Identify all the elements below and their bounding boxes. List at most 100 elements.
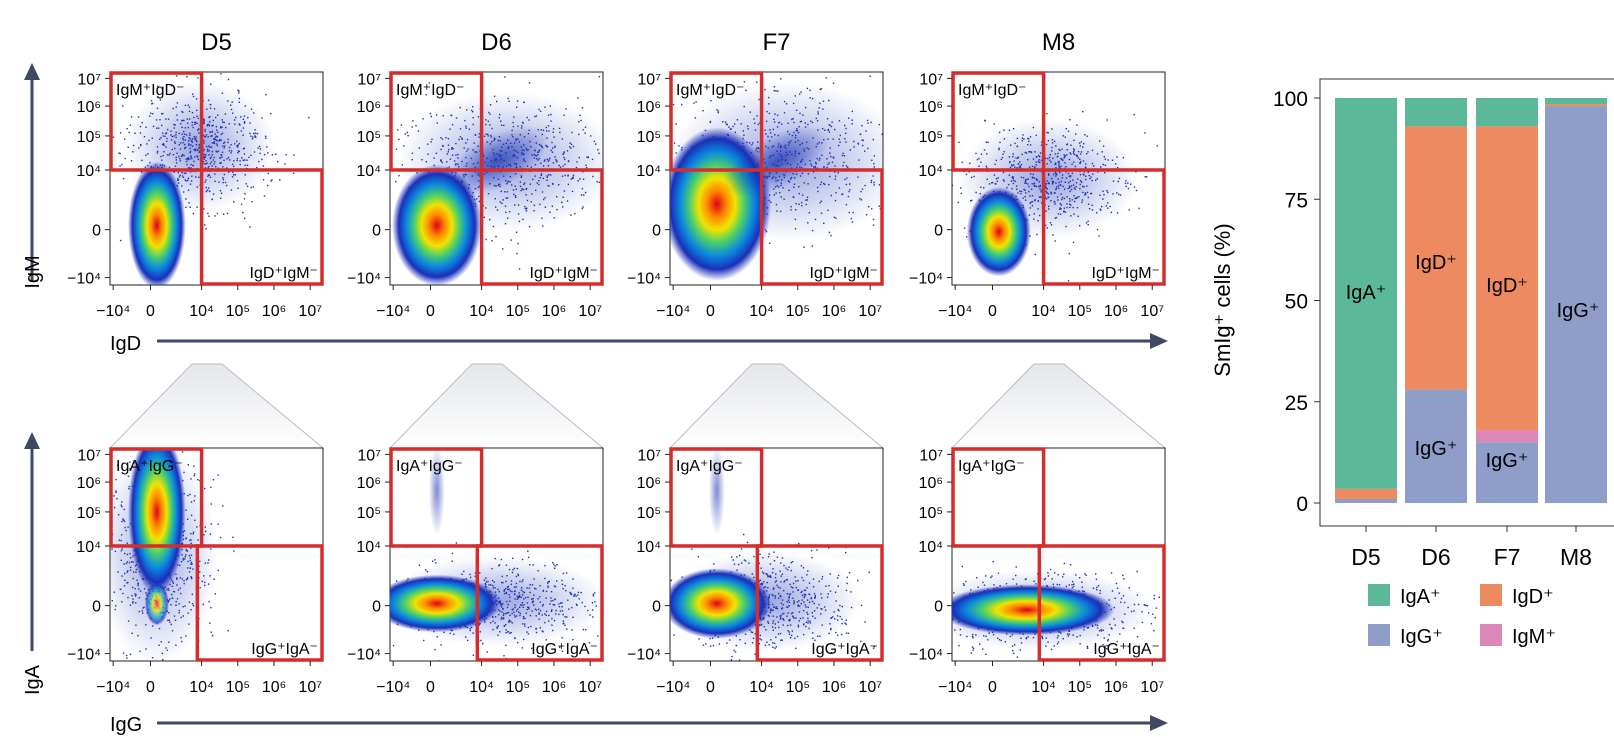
event-dot	[770, 132, 772, 134]
event-dot	[265, 137, 267, 139]
event-dot	[582, 206, 584, 208]
event-dot	[538, 183, 540, 186]
event-dot	[823, 222, 825, 224]
event-dot	[1145, 176, 1148, 178]
event-dot	[181, 554, 183, 556]
event-dot	[120, 559, 122, 561]
event-dot	[193, 465, 195, 467]
event-dot	[638, 218, 639, 219]
event-dot	[834, 128, 836, 131]
event-dot	[418, 147, 420, 149]
event-dot	[849, 183, 851, 185]
event-dot	[522, 623, 524, 625]
event-dot	[1066, 154, 1068, 156]
event-dot	[827, 129, 829, 131]
event-dot	[887, 198, 888, 199]
event-dot	[567, 599, 569, 601]
event-dot	[130, 557, 132, 559]
event-dot	[772, 128, 774, 131]
event-dot	[544, 106, 546, 108]
event-dot	[794, 576, 796, 578]
event-dot	[269, 113, 272, 115]
event-dot	[177, 589, 180, 591]
event-dot	[161, 124, 163, 127]
event-dot	[1091, 149, 1094, 152]
event-dot	[1156, 145, 1158, 147]
event-dot	[186, 550, 189, 552]
event-dot	[873, 162, 875, 165]
event-dot	[776, 616, 778, 618]
event-dot	[1034, 185, 1036, 187]
event-dot	[236, 131, 238, 133]
event-dot	[531, 610, 533, 612]
event-dot	[175, 159, 177, 161]
event-dot	[209, 121, 211, 123]
event-dot	[1105, 205, 1107, 207]
event-dot	[203, 158, 205, 160]
event-dot	[243, 121, 246, 123]
event-dot	[111, 600, 113, 602]
event-dot	[594, 601, 596, 603]
event-dot	[250, 186, 252, 189]
event-dot	[524, 623, 526, 625]
event-dot	[998, 147, 1000, 149]
event-dot	[188, 118, 191, 120]
x-tick-label: 0	[146, 303, 155, 320]
event-dot	[172, 582, 175, 584]
event-dot	[213, 142, 215, 144]
event-dot	[1056, 156, 1059, 158]
event-dot	[203, 118, 205, 120]
event-dot	[814, 218, 817, 221]
event-dot	[887, 107, 888, 108]
event-dot	[1084, 192, 1086, 194]
x-tick-label: 10⁷	[858, 679, 882, 696]
event-dot	[829, 590, 832, 592]
event-dot	[539, 627, 541, 629]
event-dot	[539, 610, 542, 612]
event-dot	[860, 604, 863, 607]
event-dot	[1040, 159, 1043, 161]
event-dot	[835, 631, 837, 634]
event-dot	[1076, 197, 1078, 199]
event-dot	[970, 200, 972, 202]
event-dot	[857, 579, 859, 582]
event-dot	[803, 182, 805, 184]
event-dot	[185, 146, 187, 148]
gate-label-lower: IgG⁺IgA⁻	[251, 641, 318, 658]
event-dot	[729, 639, 731, 641]
event-dot	[491, 127, 493, 130]
event-dot	[199, 571, 201, 573]
event-dot	[520, 604, 522, 606]
event-dot	[873, 645, 875, 648]
event-dot	[793, 601, 795, 604]
event-dot	[194, 138, 197, 140]
event-dot	[1063, 197, 1066, 200]
event-dot	[137, 116, 140, 118]
event-dot	[216, 151, 218, 153]
event-dot	[265, 93, 267, 96]
event-dot	[210, 503, 212, 505]
event-dot	[793, 196, 795, 198]
event-dot	[172, 580, 174, 583]
event-dot	[121, 506, 123, 508]
event-dot	[767, 576, 769, 578]
event-dot	[500, 120, 502, 122]
event-dot	[188, 137, 190, 139]
event-dot	[842, 165, 844, 167]
event-dot	[553, 585, 556, 587]
event-dot	[472, 106, 474, 108]
event-dot	[1069, 198, 1071, 200]
event-dot	[1122, 595, 1125, 597]
event-dot	[828, 231, 831, 234]
event-dot	[545, 639, 547, 641]
gate-label-upper: IgA⁺IgG⁻	[676, 458, 743, 475]
event-dot	[835, 217, 837, 219]
event-dot	[517, 641, 519, 644]
event-dot	[851, 119, 853, 121]
event-dot	[449, 158, 452, 160]
event-dot	[555, 613, 557, 615]
event-dot	[761, 583, 764, 585]
event-dot	[788, 605, 790, 607]
event-dot	[1038, 154, 1040, 157]
y-tick-label: 10⁶	[77, 475, 101, 492]
